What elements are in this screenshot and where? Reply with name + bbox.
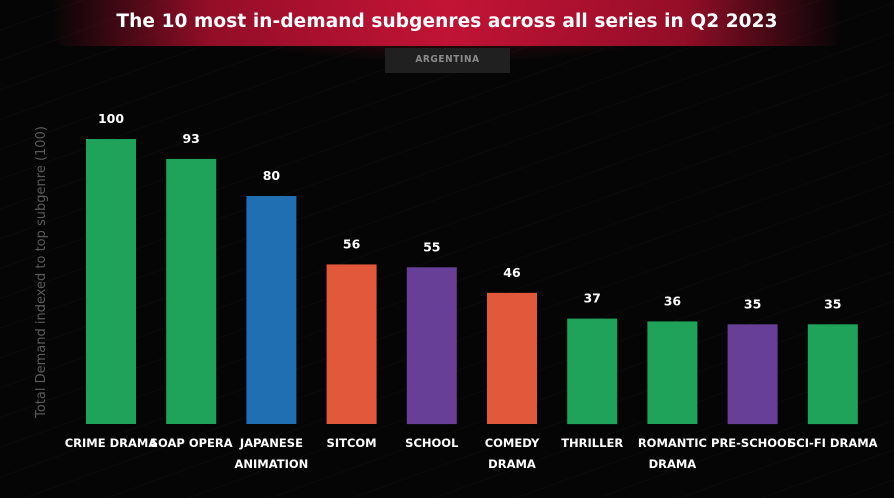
category-label-line: ANIMATION (235, 457, 309, 471)
value-labels-group: 100 93 80 56 55 46 37 36 35 35 (98, 111, 842, 311)
bar (807, 324, 858, 425)
value-label: 100 (98, 111, 124, 126)
category-label-line: DRAMA (488, 457, 536, 471)
value-label: 36 (664, 293, 682, 308)
bar (567, 318, 618, 425)
bar (487, 292, 537, 424)
category-label-line: ROMANTIC (638, 436, 707, 450)
value-label: 37 (583, 291, 600, 306)
category-label: SOAP OPERA (150, 436, 233, 450)
bar (246, 196, 297, 424)
category-label: ROMANTIC DRAMA (638, 436, 707, 471)
category-label-line: COMEDY (485, 436, 540, 450)
category-label: COMEDY DRAMA (485, 436, 540, 471)
category-label: PRE-SCHOOL (711, 436, 795, 450)
category-label: JAPANESE ANIMATION (235, 436, 309, 471)
value-label: 80 (263, 168, 281, 183)
category-label: SCHOOL (405, 436, 459, 450)
value-label: 35 (824, 296, 841, 311)
bars-group (86, 139, 858, 425)
bar (166, 158, 217, 424)
value-label: 35 (744, 296, 761, 311)
category-label-line: SCI-FI DRAMA (788, 436, 878, 450)
value-label: 46 (503, 265, 521, 280)
chart-title: The 10 most in-demand subgenres across a… (116, 11, 778, 32)
category-label: CRIME DRAMA (65, 436, 158, 450)
value-label: 55 (423, 239, 440, 254)
category-label: THRILLER (561, 436, 623, 450)
value-label: 93 (182, 131, 199, 146)
category-label-line: CRIME DRAMA (65, 436, 158, 450)
title-banner (52, 0, 842, 46)
category-label-line: PRE-SCHOOL (711, 436, 795, 450)
category-label-line: DRAMA (649, 457, 697, 471)
bar (727, 324, 778, 425)
category-label-line: SITCOM (327, 436, 377, 450)
category-label: SCI-FI DRAMA (788, 436, 878, 450)
value-label: 56 (343, 236, 361, 251)
category-label-line: THRILLER (561, 436, 623, 450)
bar (326, 264, 377, 424)
bar (406, 267, 457, 425)
category-label-line: SOAP OPERA (150, 436, 233, 450)
region-badge: ARGENTINA (385, 48, 510, 73)
category-label-line: SCHOOL (405, 436, 459, 450)
y-axis-label: Total Demand indexed to top subgenre (10… (34, 126, 49, 419)
bar (647, 321, 698, 424)
category-label: SITCOM (327, 436, 377, 450)
bar (86, 139, 136, 424)
category-label-line: JAPANESE (239, 436, 303, 450)
